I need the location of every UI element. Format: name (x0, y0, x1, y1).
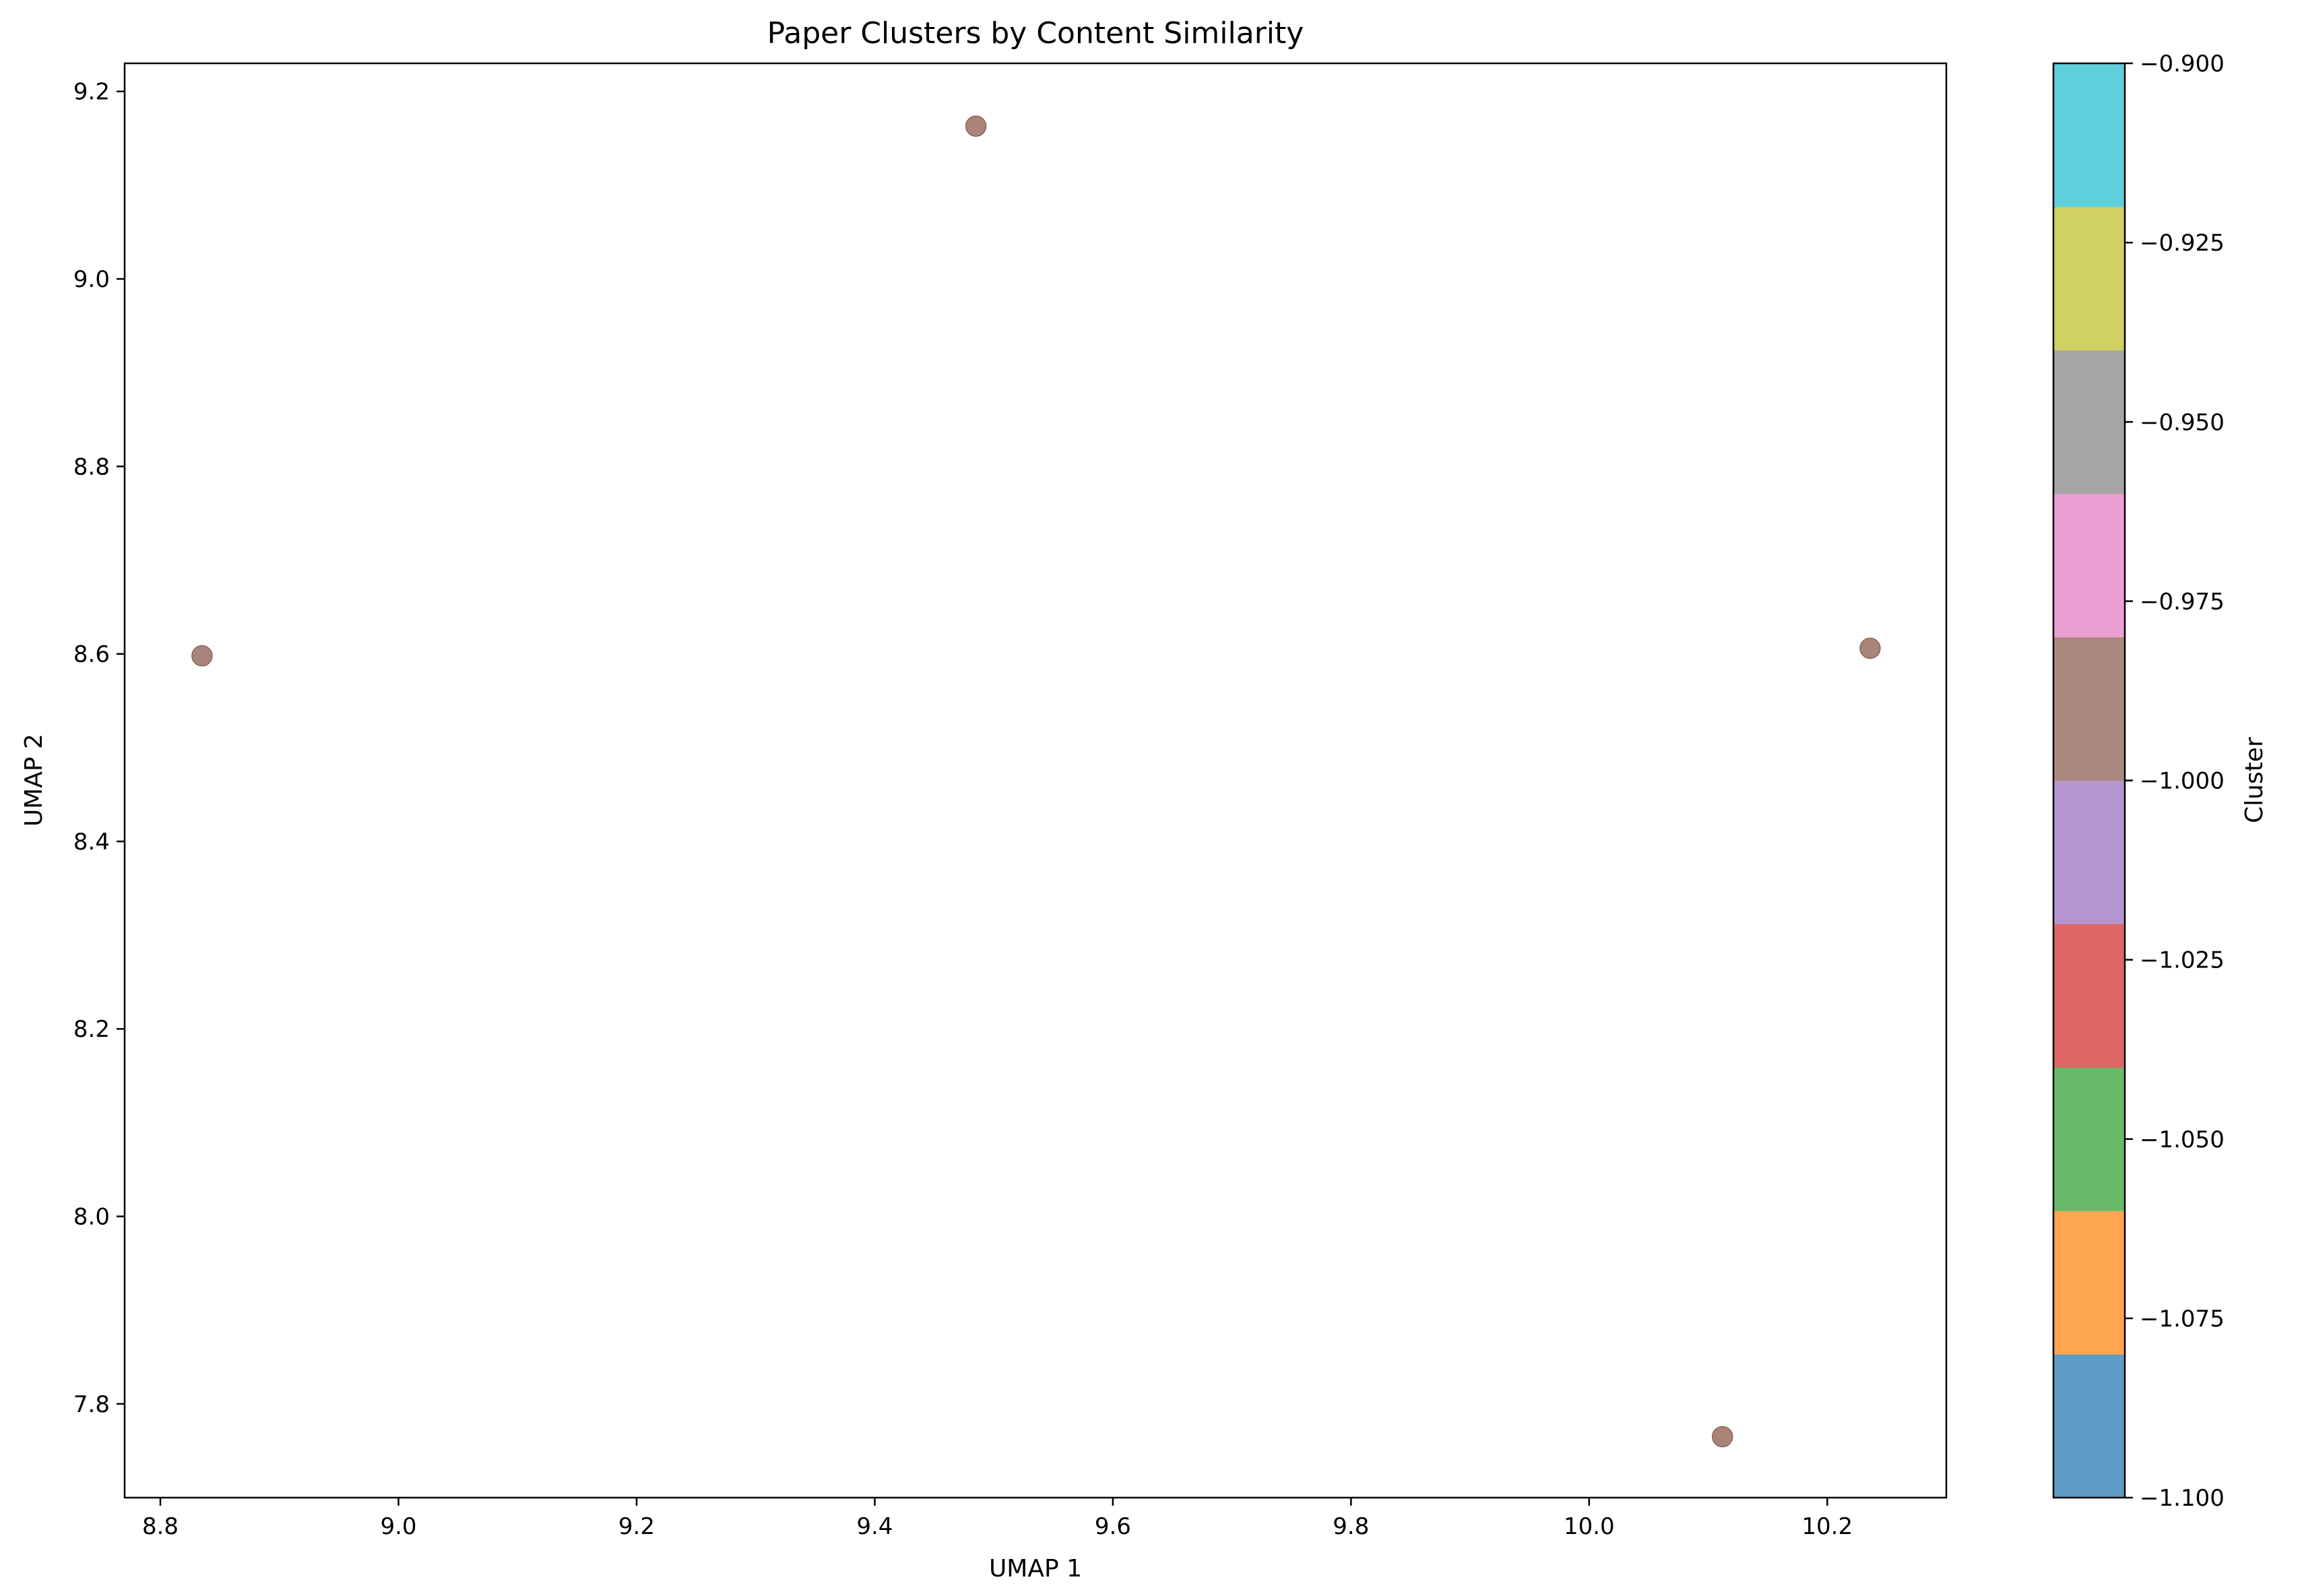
colorbar-segment (2053, 924, 2125, 1068)
x-axis-label: UMAP 1 (989, 1555, 1082, 1583)
data-point (191, 645, 213, 667)
colorbar-tick-label: −0.950 (2140, 409, 2225, 436)
x-tick-label: 9.4 (856, 1513, 893, 1540)
y-tick-label: 7.8 (73, 1391, 110, 1418)
colorbar-tick-label: −1.075 (2140, 1306, 2225, 1333)
data-point (1711, 1426, 1733, 1448)
chart-title: Paper Clusters by Content Similarity (767, 16, 1304, 51)
y-tick-label: 8.4 (73, 829, 110, 856)
y-tick-label: 8.0 (73, 1204, 110, 1231)
colorbar-tick-label: −1.100 (2140, 1485, 2225, 1512)
y-tick-label: 9.0 (73, 266, 110, 293)
y-tick-label: 9.2 (73, 79, 110, 106)
x-axis-ticks: 8.8 9.0 9.2 9.4 9.6 9.8 10.0 10.2 (142, 1498, 1853, 1540)
colorbar-segment (2053, 63, 2125, 208)
colorbar-tick-label: −1.050 (2140, 1126, 2225, 1153)
colorbar-segment (2053, 780, 2125, 924)
x-tick-label: 10.0 (1564, 1513, 1615, 1540)
colorbar-segment (2053, 637, 2125, 781)
x-tick-label: 9.0 (380, 1513, 416, 1540)
plot-area (123, 62, 1948, 1499)
data-points (191, 115, 1881, 1448)
y-tick-label: 8.6 (73, 641, 110, 668)
colorbar-segments (2053, 63, 2125, 1498)
data-point (1859, 637, 1881, 660)
colorbar-tick-label: −1.000 (2140, 768, 2225, 795)
colorbar-tick-label: −1.025 (2140, 947, 2225, 974)
colorbar-tick-label: −0.975 (2140, 588, 2225, 615)
y-axis-label: UMAP 2 (20, 734, 48, 827)
y-tick-label: 8.2 (73, 1016, 110, 1043)
x-tick-label: 8.8 (142, 1513, 179, 1540)
colorbar-ticks: −0.900 −0.925 −0.950 −0.975 −1.000 −1.025 −1.0… (2125, 51, 2225, 1512)
colorbar-segment (2053, 1354, 2125, 1498)
x-tick-label: 9.2 (618, 1513, 655, 1540)
y-tick-label: 8.8 (73, 453, 110, 480)
x-tick-label: 10.2 (1801, 1513, 1853, 1540)
colorbar-segment (2053, 350, 2125, 494)
colorbar-segment (2053, 206, 2125, 351)
plot-frame (123, 62, 1948, 1499)
colorbar-tick-label: −0.925 (2140, 230, 2225, 257)
y-axis-ticks: 7.8 8.0 8.2 8.4 8.6 8.8 9.0 9.2 (73, 79, 125, 1418)
x-tick-label: 9.6 (1095, 1513, 1131, 1540)
colorbar-segment (2053, 1067, 2125, 1211)
colorbar-segment (2053, 1211, 2125, 1355)
x-tick-label: 9.8 (1333, 1513, 1369, 1540)
colorbar: −0.900 −0.925 −0.950 −0.975 −1.000 −1.025 −1.0… (2052, 51, 2268, 1512)
colorbar-segment (2053, 493, 2125, 638)
colorbar-tick-label: −0.900 (2140, 51, 2225, 77)
colorbar-label: Cluster (2241, 737, 2268, 823)
data-point (965, 115, 987, 137)
